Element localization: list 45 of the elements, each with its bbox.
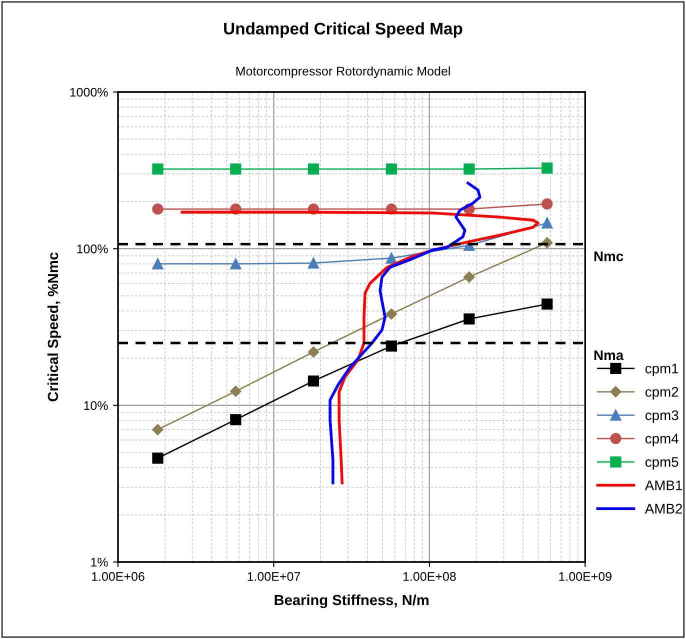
point	[308, 164, 320, 175]
y-axis-title: Critical Speed, %Nmc	[47, 252, 62, 402]
point	[152, 164, 164, 175]
point	[152, 258, 164, 270]
legend-label: cpm4	[645, 434, 678, 446]
y-tick-label: 10%	[84, 401, 108, 410]
point	[542, 162, 553, 174]
point	[308, 375, 320, 387]
point	[230, 414, 242, 426]
point	[464, 271, 475, 283]
legend-label: cpm2	[645, 386, 678, 400]
point	[464, 313, 475, 325]
point	[152, 452, 164, 464]
point	[542, 298, 553, 310]
y-tick-label: 100%	[77, 244, 108, 254]
x-tick-label: 1.00E+07	[248, 572, 300, 581]
y-tick-label: 1000%	[70, 88, 108, 97]
point	[386, 340, 397, 352]
legend-label: cpm3	[645, 410, 678, 423]
point	[308, 257, 320, 269]
point	[386, 252, 397, 264]
point	[152, 204, 164, 215]
point	[230, 386, 242, 397]
point	[386, 164, 397, 175]
legend-label: cpm5	[645, 457, 678, 470]
x-axis-title: Bearing Stiffness, N/m	[274, 594, 428, 608]
ref-line-label: Nmc	[594, 252, 624, 262]
x-tick-label: 1.00E+09	[559, 572, 612, 581]
point	[230, 164, 242, 175]
legend-label: AMB1	[644, 480, 682, 490]
ref-line-label: Nma	[594, 350, 624, 360]
point	[464, 164, 475, 175]
point	[152, 424, 164, 436]
legend-label: cpm1	[645, 364, 678, 376]
point	[542, 217, 553, 228]
point	[542, 198, 553, 210]
x-tick-label: 1.00E+08	[403, 572, 456, 581]
point	[308, 346, 320, 358]
legend-label: AMB2	[644, 504, 682, 514]
y-tick-label: 1%	[91, 558, 108, 567]
chart-subtitle: Motorcompressor Rotordynamic Model	[236, 66, 450, 78]
chart-title: Undamped Critical Speed Map	[224, 22, 462, 38]
point	[386, 308, 398, 320]
point	[230, 258, 242, 270]
x-tick-label: 1.00E+06	[92, 572, 144, 581]
